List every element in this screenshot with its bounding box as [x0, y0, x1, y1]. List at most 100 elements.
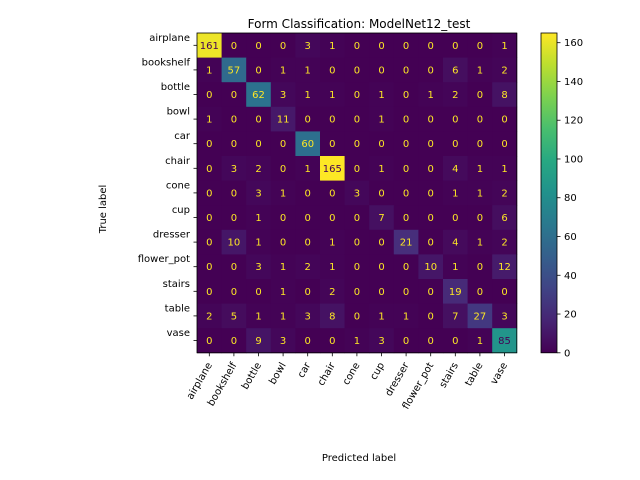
cell-value-label: 2: [329, 287, 335, 298]
cell-value-label: 1: [305, 164, 311, 175]
heatmap-cell: [443, 106, 468, 132]
cell-value-label: 0: [477, 287, 483, 298]
x-tick-label: stairs: [438, 361, 461, 390]
cell-value-label: 1: [255, 213, 261, 224]
x-tick-label: car: [296, 360, 314, 380]
cell-value-label: 1: [378, 164, 384, 175]
heatmap-cell: [197, 180, 222, 206]
heatmap-cell: [320, 33, 345, 58]
heatmap-cell: [492, 328, 518, 354]
heatmap-cell: [467, 279, 493, 304]
heatmap-cell: [467, 205, 493, 231]
heatmap-cell: [221, 180, 247, 206]
cell-value-label: 0: [378, 188, 384, 199]
cell-value-label: 4: [452, 238, 458, 249]
cell-value-label: 0: [329, 115, 335, 126]
cell-value-label: 0: [354, 90, 360, 101]
heatmap-cell: [492, 254, 518, 280]
heatmap-cell: [320, 131, 345, 157]
heatmap-cell: [320, 229, 345, 255]
cell-value-label: 0: [255, 287, 261, 298]
heatmap-cell: [369, 328, 395, 354]
y-tick-label: flower_pot: [138, 254, 190, 265]
heatmap-cell: [492, 57, 518, 83]
cell-value-label: 19: [449, 287, 462, 298]
cell-value-label: 0: [378, 139, 384, 150]
heatmap-cell: [443, 254, 468, 280]
cell-value-label: 1: [305, 90, 311, 101]
heatmap-cell: [492, 82, 518, 108]
heatmap-cell: [467, 254, 493, 280]
heatmap-cell: [393, 57, 419, 83]
cell-value-label: 0: [477, 41, 483, 52]
cell-value-label: 3: [280, 336, 286, 347]
cell-value-label: 60: [301, 139, 314, 150]
cell-value-label: 6: [452, 65, 458, 76]
heatmap-cell: [492, 106, 518, 132]
cell-value-label: 2: [255, 164, 261, 175]
heatmap-cell: [270, 33, 296, 58]
heatmap-cell: [418, 328, 444, 354]
cell-value-label: 0: [231, 41, 237, 52]
y-tick-label: vase: [167, 328, 190, 339]
y-tick-label: bookshelf: [142, 57, 191, 68]
cell-value-label: 21: [400, 238, 413, 249]
cell-value-label: 0: [206, 287, 212, 298]
cell-value-label: 1: [305, 65, 311, 76]
cell-value-label: 0: [206, 213, 212, 224]
heatmap-cell: [246, 328, 272, 354]
heatmap-cell: [369, 33, 395, 58]
cell-value-label: 1: [280, 287, 286, 298]
heatmap-cell: [418, 131, 444, 157]
cell-value-label: 0: [403, 65, 409, 76]
heatmap-cell: [492, 303, 518, 329]
heatmap-cell: [320, 106, 345, 132]
colorbar-tick-label: 120: [564, 116, 583, 127]
heatmap-cell: [393, 106, 419, 132]
cell-value-label: 0: [501, 287, 507, 298]
cell-value-label: 1: [477, 336, 483, 347]
cell-value-label: 85: [498, 336, 511, 347]
heatmap-cell: [246, 156, 272, 181]
heatmap-cell: [344, 279, 370, 304]
heatmap-cell: [246, 254, 272, 280]
heatmap-cell: [443, 279, 468, 304]
cell-value-label: 0: [378, 65, 384, 76]
heatmap-cell: [197, 303, 222, 329]
cell-value-label: 0: [452, 336, 458, 347]
heatmap-cell: [221, 205, 247, 231]
heatmap-cell: [295, 205, 321, 231]
heatmap-cell: [320, 156, 345, 181]
heatmap-cell: [295, 180, 321, 206]
cell-value-label: 0: [354, 139, 360, 150]
y-tick-label: dresser: [153, 230, 191, 241]
heatmap-cell: [270, 303, 296, 329]
heatmap-cell: [270, 279, 296, 304]
heatmap-cell: [369, 57, 395, 83]
heatmap-cell: [270, 131, 296, 157]
y-tick-label: cone: [166, 180, 190, 191]
cell-value-label: 5: [231, 311, 237, 322]
heatmap-cell: [443, 303, 468, 329]
cell-value-label: 1: [354, 336, 360, 347]
cell-value-label: 0: [428, 238, 434, 249]
cell-value-label: 1: [329, 90, 335, 101]
cell-value-label: 0: [354, 238, 360, 249]
cell-value-label: 1: [501, 164, 507, 175]
cell-value-label: 1: [477, 238, 483, 249]
cell-value-label: 1: [477, 164, 483, 175]
heatmap-cell: [467, 229, 493, 255]
heatmap-cell: [492, 33, 518, 58]
heatmap-cell: [270, 82, 296, 108]
cell-value-label: 0: [378, 262, 384, 273]
colorbar-tick-label: 0: [564, 348, 570, 359]
cell-value-label: 1: [206, 65, 212, 76]
cell-value-label: 1: [329, 238, 335, 249]
heatmap-cell: [320, 279, 345, 304]
cell-value-label: 11: [277, 115, 290, 126]
heatmap-cell: [393, 229, 419, 255]
heatmap-cell: [320, 254, 345, 280]
cell-value-label: 0: [305, 213, 311, 224]
heatmap-cell: [369, 131, 395, 157]
cell-value-label: 0: [206, 139, 212, 150]
